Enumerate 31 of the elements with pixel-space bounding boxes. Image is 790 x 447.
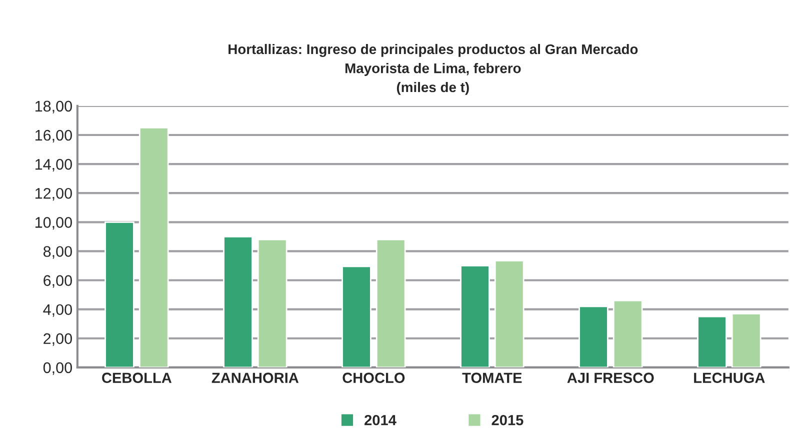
bar [578, 306, 608, 368]
x-tick-label: LECHUGA [694, 372, 765, 384]
y-tick-label: 12,00 [35, 188, 72, 201]
y-tick-label: 2,00 [44, 333, 72, 346]
y-tick-label: 10,00 [35, 217, 72, 230]
bar [494, 260, 524, 368]
bar [257, 238, 288, 368]
y-tick-label: 4,00 [43, 304, 72, 317]
y-tick-label: 18,00 [35, 100, 72, 114]
y-tick-label: 0,00 [43, 362, 72, 375]
x-tick-label: AJI FRESCO [567, 372, 654, 384]
bar [342, 266, 372, 368]
x-tick-label: ZANAHORIA [212, 372, 299, 384]
bar [138, 127, 169, 368]
bar [612, 300, 643, 368]
bar [223, 236, 253, 368]
bar [104, 221, 134, 368]
bar [376, 238, 406, 368]
bar [460, 265, 490, 368]
legend-label: 2014 [364, 414, 396, 426]
bar [697, 316, 727, 368]
y-tick-label: 16,00 [35, 130, 72, 142]
y-tick-label: 14,00 [35, 158, 72, 172]
x-tick-label: TOMATE [462, 372, 522, 384]
x-tick-label: CEBOLLA [102, 372, 172, 384]
legend-label: 2015 [492, 414, 524, 426]
x-tick-label: CHOCLO [342, 372, 405, 384]
y-tick-label: 6,00 [44, 275, 72, 288]
bar [731, 312, 762, 368]
chart-title: Hortallizas: Ingreso de principales productos al Gran Mercado Mayorista de Lima, febrero (miles de t) [228, 44, 638, 95]
y-tick-label: 8,00 [43, 246, 72, 259]
